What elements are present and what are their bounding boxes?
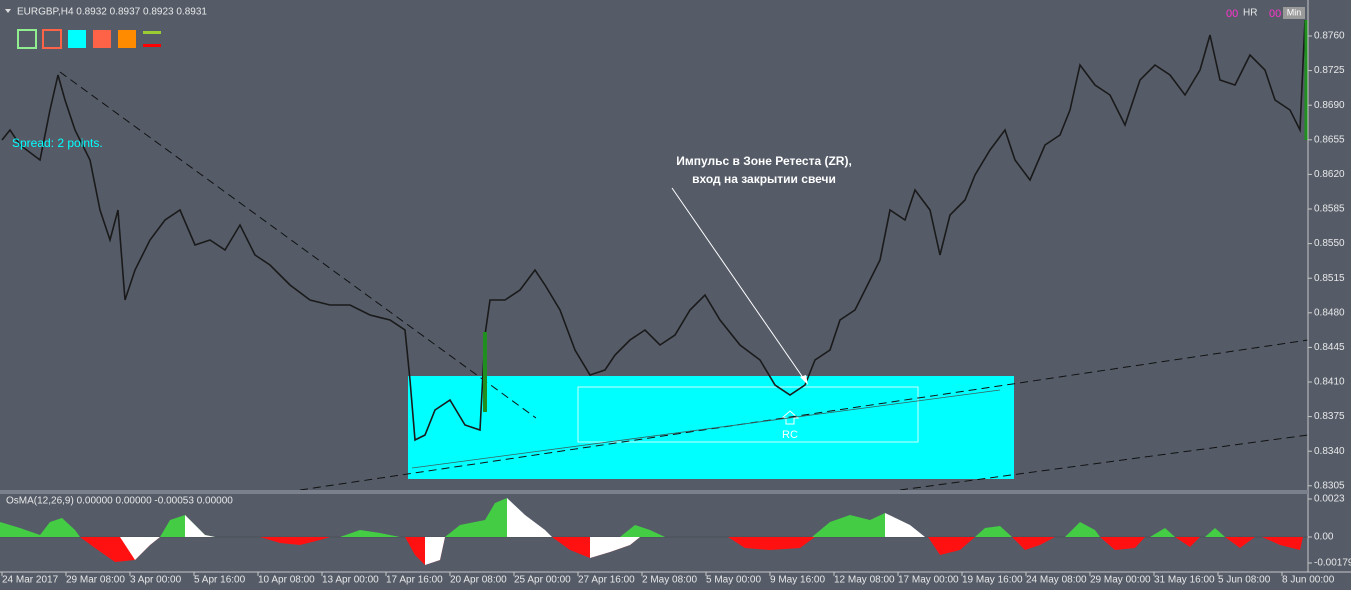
price-label: 0.8480 — [1314, 307, 1345, 318]
osma-histogram — [0, 498, 1303, 565]
price-path — [1, 19, 1306, 442]
osma-down — [1262, 537, 1303, 550]
osma-up — [445, 498, 512, 537]
osma-down — [728, 537, 815, 550]
trend-line — [299, 339, 1309, 491]
price-label: 0.8550 — [1314, 238, 1345, 249]
price-label: 0.8725 — [1314, 65, 1345, 76]
price-label: 0.8690 — [1314, 100, 1345, 111]
pane-divider — [0, 490, 1308, 494]
osma-up — [1065, 522, 1100, 537]
price-label: 0.8515 — [1314, 273, 1345, 284]
osma-down — [1012, 537, 1055, 550]
tool-button[interactable] — [143, 44, 161, 47]
price-label: 0.8375 — [1314, 411, 1345, 422]
time-label: 5 Jun 08:00 — [1218, 575, 1271, 586]
annotation: Импульс в Зоне Ретеста (ZR), — [676, 154, 852, 168]
annotation-arrow — [671, 187, 807, 383]
min-counter: 00 — [1269, 8, 1281, 20]
osma-fall — [425, 537, 445, 565]
trend-line — [411, 389, 1001, 469]
price-label: 0.8410 — [1314, 377, 1345, 388]
osma-down — [1225, 537, 1255, 548]
time-label: 20 Apr 08:00 — [450, 575, 507, 586]
rc-label: RC — [782, 429, 798, 441]
osma-up — [620, 525, 665, 537]
time-label: 2 May 08:00 — [642, 575, 697, 586]
hr-label: HR — [1243, 8, 1257, 19]
osma-down — [1175, 537, 1200, 547]
annotation: вход на закрытии свечи — [692, 172, 836, 186]
price-label: 0.8305 — [1314, 480, 1345, 491]
osma-up — [812, 513, 895, 537]
rc-arrow — [780, 410, 800, 425]
osma-fall — [507, 498, 552, 537]
tool-button[interactable] — [93, 30, 111, 48]
tool-button[interactable] — [118, 30, 136, 48]
tool-button[interactable] — [68, 30, 86, 48]
time-label: 17 May 00:00 — [898, 575, 959, 586]
time-label: 31 May 16:00 — [1154, 575, 1215, 586]
time-label: 9 May 16:00 — [770, 575, 825, 586]
indicator-axis-label: 0.00 — [1314, 532, 1334, 543]
time-label: 5 Apr 16:00 — [194, 575, 246, 586]
osma-up — [1205, 528, 1225, 537]
osma-up — [340, 530, 400, 537]
osma-up — [0, 518, 80, 537]
trend-line — [899, 434, 1309, 491]
trend-line — [59, 71, 537, 419]
time-label: 17 Apr 16:00 — [386, 575, 443, 586]
spread: Spread: 2 points. — [12, 136, 103, 150]
min-button[interactable] — [1283, 7, 1305, 19]
indicator-axis-label: -0.00179 — [1314, 558, 1351, 569]
time-label: 10 Apr 08:00 — [258, 575, 315, 586]
price-label: 0.8760 — [1314, 31, 1345, 42]
time-label: 25 Apr 00:00 — [514, 575, 571, 586]
price-label: 0.8655 — [1314, 134, 1345, 145]
tool-button[interactable] — [42, 29, 62, 49]
tool-button[interactable] — [17, 29, 37, 49]
min-label: Min — [1287, 7, 1302, 17]
hr-counter: 00 — [1226, 8, 1238, 20]
arrow-head — [800, 375, 808, 385]
price-label: 0.8340 — [1314, 446, 1345, 457]
price-label: 0.8585 — [1314, 204, 1345, 215]
osma-fall — [590, 537, 640, 558]
rc-box — [577, 386, 919, 443]
menu-arrow[interactable] — [5, 9, 11, 13]
time-label: 8 Jun 00:00 — [1282, 575, 1335, 586]
indicator-axis-label: 0.0023 — [1314, 494, 1345, 505]
osma-fall — [885, 513, 925, 537]
time-label: 24 Mar 2017 — [2, 575, 59, 586]
time-label: 3 Apr 00:00 — [130, 575, 182, 586]
osma-fall — [185, 515, 215, 537]
time-label: 19 May 16:00 — [962, 575, 1023, 586]
time-label: 29 Mar 08:00 — [66, 575, 125, 586]
price-label: 0.8445 — [1314, 342, 1345, 353]
time-label: 29 May 00:00 — [1090, 575, 1151, 586]
time-label: 12 May 08:00 — [834, 575, 895, 586]
osma-fall — [120, 537, 160, 560]
time-label: 5 May 00:00 — [706, 575, 761, 586]
time-label: 13 Apr 00:00 — [322, 575, 379, 586]
osma-down — [1100, 537, 1145, 550]
tool-button[interactable] — [143, 31, 161, 34]
time-label: 27 Apr 16:00 — [578, 575, 635, 586]
indicator-title: OsMA(12,26,9) 0.00000 0.00000 -0.00053 0… — [6, 496, 233, 507]
price-label: 0.8620 — [1314, 169, 1345, 180]
osma-up — [1150, 528, 1175, 537]
symbol-info: EURGBP,H4 0.8932 0.8937 0.8923 0.8931 — [17, 7, 207, 18]
time-label: 24 May 08:00 — [1026, 575, 1087, 586]
osma-down — [260, 537, 330, 545]
retest-zone — [408, 376, 1014, 479]
osma-up — [975, 526, 1012, 537]
osma-down — [928, 537, 975, 555]
